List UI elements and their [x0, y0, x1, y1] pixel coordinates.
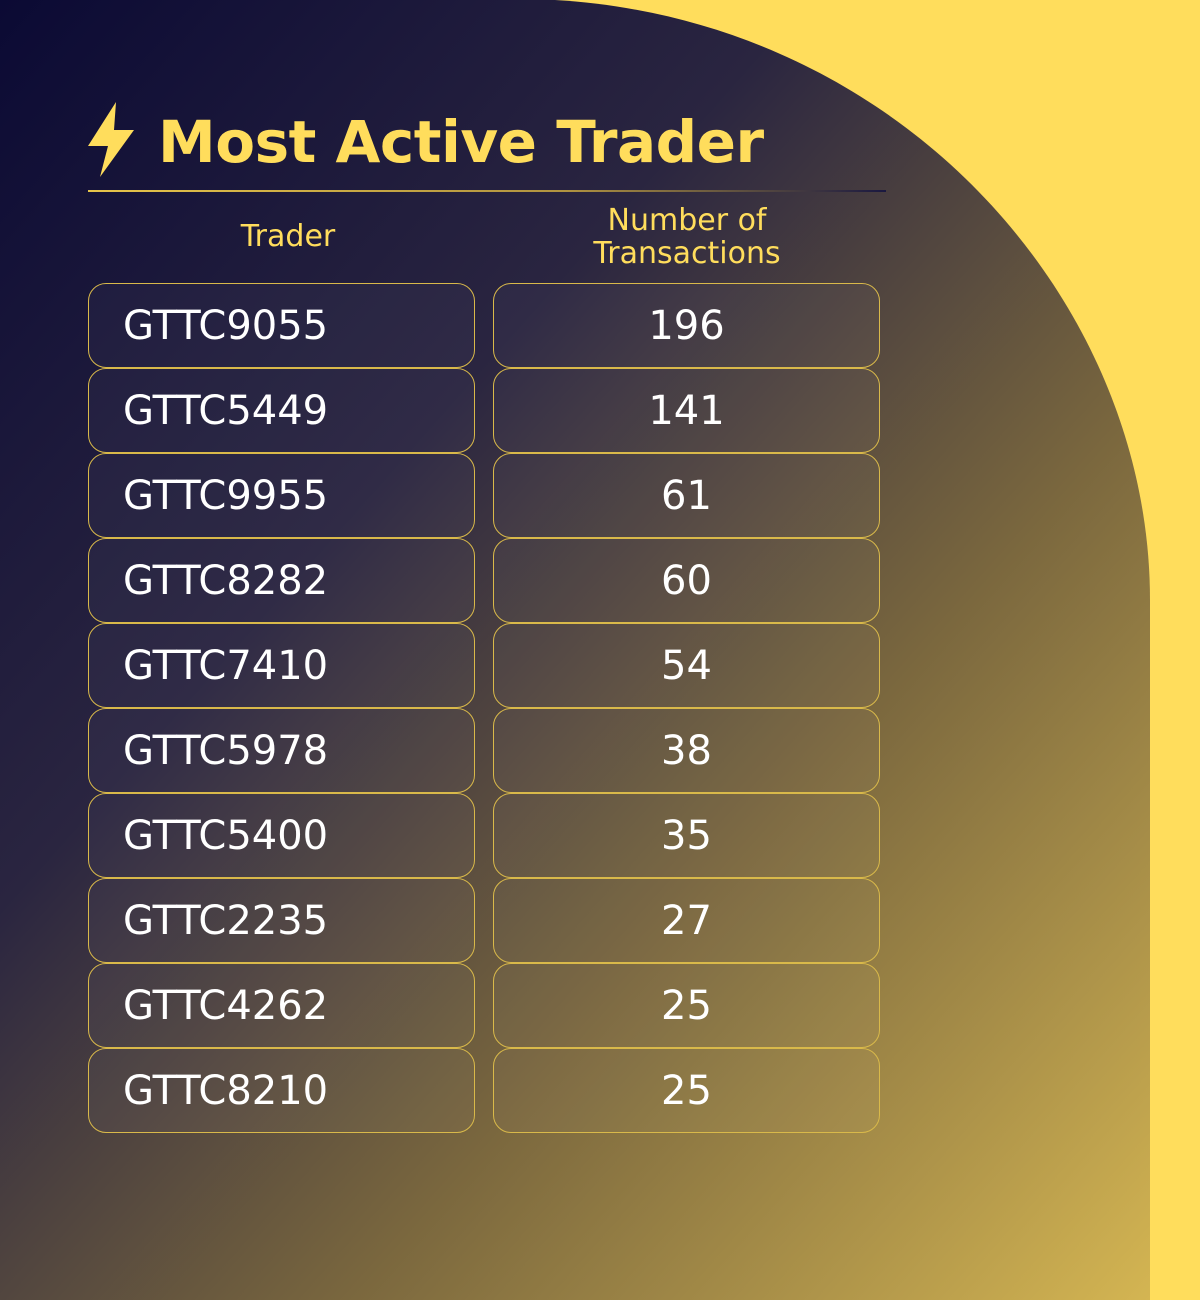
transactions-cell: 25 — [493, 963, 880, 1048]
trader-cell: GTTC8210 — [88, 1048, 475, 1133]
transactions-cell: 35 — [493, 793, 880, 878]
column-header: Trader — [240, 219, 336, 254]
trader-cell: GTTC5449 — [88, 368, 475, 453]
trader-cell: GTTC9055 — [88, 283, 475, 368]
divider — [88, 190, 886, 192]
trader-cell: GTTC7410 — [88, 623, 475, 708]
title: Most Active Trader — [158, 108, 764, 176]
trader-cell: GTTC5400 — [88, 793, 475, 878]
column-header: Number of Transactions — [593, 203, 781, 271]
trader-cell: GTTC4262 — [88, 963, 475, 1048]
trader-cell: GTTC2235 — [88, 878, 475, 963]
transactions-cell: 61 — [493, 453, 880, 538]
transactions-cell: 141 — [493, 368, 880, 453]
transactions-cell: 25 — [493, 1048, 880, 1133]
bolt-icon — [88, 102, 134, 177]
transactions-cell: 60 — [493, 538, 880, 623]
trader-cell: GTTC8282 — [88, 538, 475, 623]
transactions-cell: 38 — [493, 708, 880, 793]
trader-cell: GTTC5978 — [88, 708, 475, 793]
transactions-cell: 196 — [493, 283, 880, 368]
trader-cell: GTTC9955 — [88, 453, 475, 538]
transactions-cell: 54 — [493, 623, 880, 708]
transactions-cell: 27 — [493, 878, 880, 963]
